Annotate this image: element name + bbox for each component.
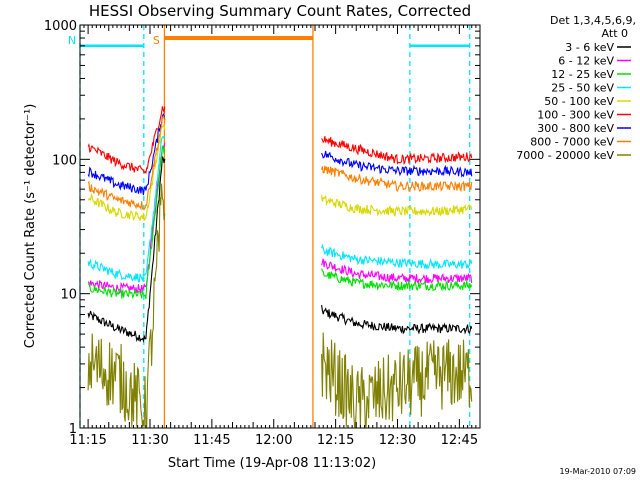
- x-tick-label-0: 11:15: [69, 433, 106, 448]
- legend-label-5: 100 - 300 keV: [537, 109, 614, 122]
- legend-header-line-2: Att 0: [602, 27, 628, 40]
- series-line-4-0: [87, 123, 166, 222]
- x-tick-label-4: 12:15: [317, 433, 354, 448]
- x-axis: 11:15 11:30 11:45 12:00 12:15 12:30 12:45: [69, 25, 481, 448]
- chart-title: HESSI Observing Summary Count Rates, Cor…: [89, 2, 471, 20]
- y-axis: 1 10 100 1000: [44, 19, 480, 437]
- series-line-1-0: [87, 142, 166, 295]
- series-line-6-0: [87, 113, 166, 196]
- flag-label-0: N: [68, 34, 76, 47]
- series-line-2-1: [321, 268, 473, 292]
- legend-label-0: 3 - 6 keV: [565, 41, 614, 54]
- plot-frame: [79, 24, 481, 429]
- series-line-3-0: [87, 135, 166, 283]
- x-axis-label: Start Time (19-Apr-08 11:13:02): [168, 456, 376, 471]
- series-line-0-0: [87, 156, 166, 343]
- series-line-4-1: [321, 194, 473, 218]
- series-line-8-0: [87, 183, 166, 428]
- x-tick-label-1: 11:30: [131, 433, 168, 448]
- series-line-2-0: [87, 144, 166, 300]
- legend-label-1: 6 - 12 keV: [558, 55, 614, 68]
- series-line-5-0: [87, 106, 166, 175]
- x-tick-label-2: 11:45: [193, 433, 230, 448]
- series-line-6-1: [321, 150, 473, 178]
- legend-label-6: 300 - 800 keV: [537, 122, 614, 135]
- generation-timestamp: 19-Mar-2010 07:09: [560, 467, 637, 476]
- y-axis-label: Corrected Count Rate (s⁻¹ detector⁻¹): [23, 104, 38, 349]
- legend-label-7: 800 - 7000 keV: [530, 136, 614, 149]
- x-tick-label-6: 12:45: [441, 433, 478, 448]
- y-tick-label-0: 1: [69, 422, 77, 437]
- legend-label-2: 12 - 25 keV: [551, 68, 614, 81]
- legend-label-8: 7000 - 20000 keV: [516, 149, 614, 162]
- legend-header-line-1: Det 1,3,4,5,6,9,: [550, 14, 636, 27]
- flag-label-1: S: [153, 34, 160, 47]
- legend-label-3: 25 - 50 keV: [551, 82, 614, 95]
- x-tick-label-3: 12:00: [255, 433, 292, 448]
- series-line-3-1: [321, 243, 473, 270]
- series-line-0-1: [321, 304, 473, 335]
- series-line-1-1: [321, 258, 473, 285]
- y-tick-label-1: 10: [60, 288, 77, 303]
- x-tick-label-5: 12:30: [379, 433, 416, 448]
- series-line-8-1: [321, 332, 473, 428]
- y-tick-label-2: 100: [52, 153, 77, 168]
- legend-label-4: 50 - 100 keV: [544, 95, 614, 108]
- series-line-7-1: [321, 165, 473, 193]
- y-tick-label-3: 1000: [44, 19, 77, 34]
- series-line-5-1: [321, 136, 473, 166]
- series-line-7-0: [87, 114, 166, 211]
